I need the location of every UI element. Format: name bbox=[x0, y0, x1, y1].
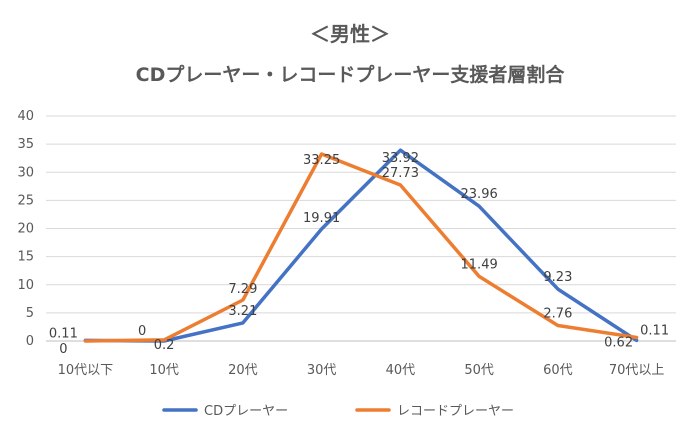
series-line-cd-player bbox=[83, 148, 639, 343]
y-tick-label: 5 bbox=[26, 306, 34, 321]
y-tick-label: 40 bbox=[17, 109, 34, 124]
legend-item-record-player-label: レコードプレーヤー bbox=[397, 404, 514, 419]
data-label-record-player: 11.49 bbox=[461, 257, 498, 272]
x-tick-label: 20代 bbox=[228, 363, 258, 378]
data-label-cd-player: 0.11 bbox=[640, 323, 669, 338]
chart-subtitle: CDプレーヤー・レコードプレーヤー支援者層割合 bbox=[136, 63, 566, 86]
x-tick-label: 10代以下 bbox=[58, 363, 114, 378]
data-label-record-player: 27.73 bbox=[382, 166, 419, 181]
legend: CDプレーヤー レコードプレーヤー bbox=[162, 404, 514, 419]
y-tick-label: 35 bbox=[17, 137, 34, 152]
legend-item-cd-player-label: CDプレーヤー bbox=[204, 404, 288, 419]
y-tick-label: 10 bbox=[17, 278, 34, 293]
x-tick-label: 60代 bbox=[543, 363, 573, 378]
data-label-cd-player: 0 bbox=[138, 324, 146, 339]
x-tick-label: 40代 bbox=[386, 363, 416, 378]
series-line-record-player bbox=[83, 152, 639, 343]
y-tick-label: 15 bbox=[17, 250, 34, 265]
x-tick-label: 50代 bbox=[464, 363, 494, 378]
y-tick-label: 25 bbox=[17, 193, 34, 208]
data-label-cd-player: 3.21 bbox=[228, 304, 257, 319]
gridlines bbox=[46, 115, 676, 342]
data-label-record-player: 7.29 bbox=[228, 282, 257, 297]
y-tick-label: 30 bbox=[17, 165, 34, 180]
y-axis-ticks: 0 5 10 15 20 25 30 35 40 bbox=[17, 109, 34, 349]
y-tick-label: 20 bbox=[17, 222, 34, 237]
chart-title: ＜男性＞ bbox=[310, 22, 390, 46]
data-label-record-player: 2.76 bbox=[543, 306, 572, 321]
x-axis-ticks: 10代以下 10代 20代 30代 40代 50代 60代 70代以上 bbox=[58, 363, 665, 378]
data-label-cd-player: 0.11 bbox=[49, 326, 78, 341]
data-label-cd-player: 33.92 bbox=[382, 151, 419, 166]
y-tick-label: 0 bbox=[26, 334, 34, 349]
data-label-cd-player: 19.91 bbox=[303, 211, 340, 226]
data-label-record-player: 0.62 bbox=[604, 336, 633, 351]
data-label-record-player: 0 bbox=[59, 342, 67, 357]
x-tick-label: 70代以上 bbox=[609, 363, 665, 378]
data-label-cd-player: 23.96 bbox=[461, 187, 498, 202]
x-tick-label: 30代 bbox=[307, 363, 337, 378]
data-label-cd-player: 9.23 bbox=[543, 270, 572, 285]
x-tick-label: 10代 bbox=[149, 363, 179, 378]
series-lines bbox=[83, 148, 639, 343]
data-label-record-player: 0.2 bbox=[154, 338, 175, 353]
data-label-record-player: 33.25 bbox=[303, 153, 340, 168]
